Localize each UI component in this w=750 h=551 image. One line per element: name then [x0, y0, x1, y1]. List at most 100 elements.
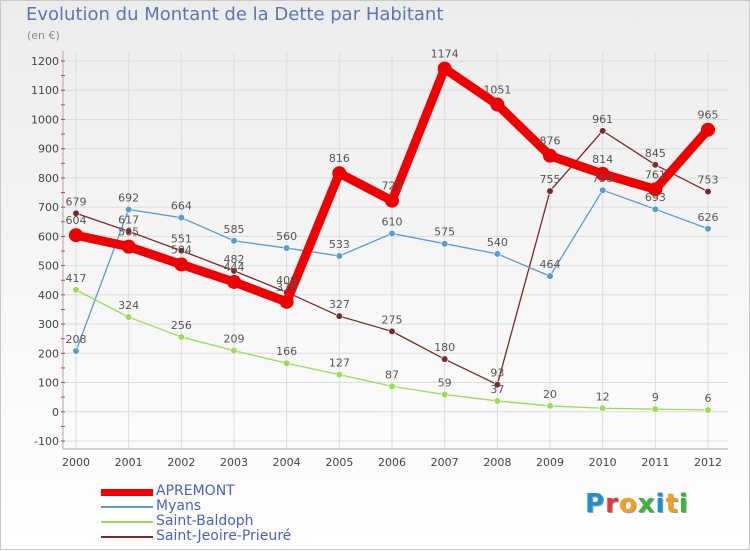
data-label: 604 [66, 214, 87, 227]
y-axis-unit-label: (en €) [27, 29, 60, 42]
data-point [441, 240, 449, 248]
data-point [125, 227, 133, 236]
data-label: 610 [382, 215, 403, 228]
data-point [441, 355, 449, 363]
data-point [493, 397, 501, 405]
data-label: 755 [540, 173, 561, 186]
legend-label: Saint-Baldoph [156, 513, 254, 529]
data-label: 761 [645, 168, 666, 181]
x-tick-label: 2005 [325, 456, 353, 469]
data-point [701, 122, 715, 137]
data-label: 324 [118, 299, 139, 312]
logo-letter: t [665, 489, 679, 519]
x-tick-label: 2007 [431, 456, 459, 469]
data-label: 208 [66, 333, 87, 346]
data-label: 693 [645, 191, 666, 204]
data-label: 376 [276, 281, 297, 294]
data-label: 87 [385, 368, 399, 381]
data-label: 585 [224, 223, 245, 236]
data-label: 444 [224, 261, 245, 274]
data-point [227, 274, 241, 289]
y-tick-label: 100 [38, 377, 59, 390]
data-label: 9 [652, 391, 659, 404]
data-point [279, 294, 294, 309]
data-label-layer: 6045655044443768167221174105187681476196… [66, 48, 719, 405]
data-point [69, 228, 83, 243]
data-label: 166 [276, 345, 297, 358]
data-point [543, 148, 557, 163]
data-label: 540 [487, 236, 508, 249]
data-point [72, 347, 80, 355]
data-label: 209 [224, 333, 245, 346]
logo-letter: P [585, 489, 606, 519]
data-point [599, 127, 607, 135]
data-label: 845 [645, 147, 666, 160]
data-point [283, 244, 291, 252]
logo-letter: r [605, 489, 619, 519]
data-point [388, 229, 396, 238]
data-label: 551 [171, 233, 192, 246]
data-point [704, 188, 712, 196]
y-tick-label: 600 [38, 230, 59, 243]
data-point [174, 257, 189, 272]
data-point [177, 333, 185, 341]
x-tick-label: 2010 [589, 456, 617, 469]
data-label: 20 [543, 388, 557, 401]
data-label: 417 [66, 272, 87, 285]
data-point [546, 187, 554, 195]
data-point [283, 359, 291, 367]
data-label: 533 [329, 238, 350, 251]
grid-layer [61, 53, 728, 449]
data-point [599, 186, 607, 194]
x-tick-label: 2003 [220, 456, 248, 469]
data-point [72, 209, 80, 217]
y-tick-label: 700 [38, 201, 59, 214]
series-layer [69, 61, 715, 414]
data-label: 180 [434, 341, 455, 354]
data-point [437, 61, 452, 76]
data-point [546, 272, 554, 280]
data-label: 37 [490, 383, 504, 396]
x-tick-label: 2000 [62, 456, 90, 469]
logo-letter: o [618, 489, 638, 519]
data-point [546, 402, 554, 410]
data-point [595, 166, 610, 181]
data-label: 93 [490, 367, 504, 380]
data-point [648, 182, 663, 197]
data-label: 275 [382, 313, 403, 326]
data-point [230, 347, 238, 355]
data-label: 256 [171, 319, 192, 332]
logo-letter: i [678, 489, 689, 519]
data-point [651, 205, 659, 213]
data-point [441, 390, 449, 399]
data-label: 127 [329, 357, 350, 370]
data-label: 575 [434, 226, 455, 239]
x-tick-label: 2011 [641, 456, 669, 469]
data-label: 327 [329, 298, 350, 311]
data-point [490, 97, 505, 112]
x-tick-label: 2002 [167, 456, 195, 469]
data-label: 59 [438, 377, 452, 390]
data-label: 692 [118, 191, 139, 204]
data-label: 664 [171, 200, 192, 213]
x-tick-label: 2004 [273, 456, 301, 469]
data-point [493, 380, 501, 389]
legend-swatch [101, 506, 153, 508]
legend-swatch [101, 536, 153, 538]
data-label: 816 [329, 152, 350, 165]
data-label: 504 [171, 243, 192, 256]
data-point [599, 404, 607, 412]
data-point [335, 312, 343, 320]
data-label: 560 [276, 230, 297, 243]
data-point [177, 247, 185, 255]
data-point [388, 382, 396, 390]
y-tick-label: 1000 [31, 113, 59, 126]
data-point [651, 405, 659, 413]
data-label: 617 [118, 213, 139, 226]
data-point [385, 193, 399, 208]
data-label: 679 [66, 195, 87, 208]
data-label: 482 [224, 253, 245, 266]
data-point [177, 214, 185, 222]
